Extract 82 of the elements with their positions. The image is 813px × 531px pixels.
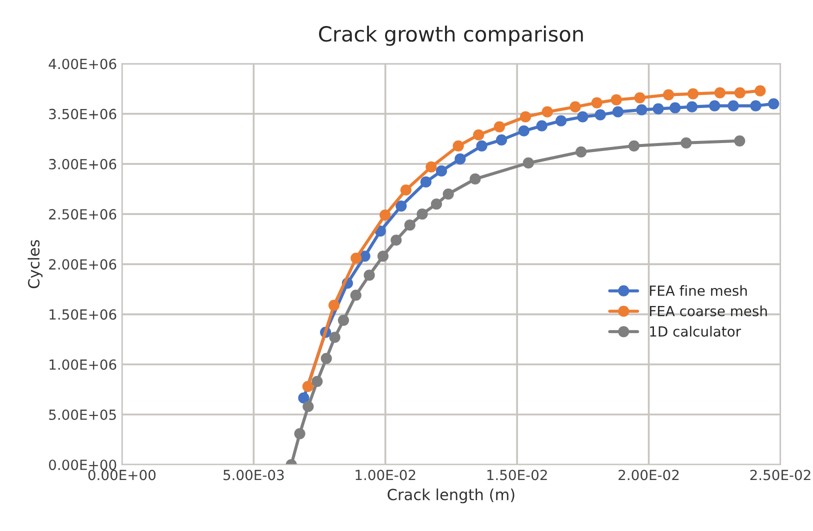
point bbox=[662, 89, 674, 100]
point bbox=[610, 94, 622, 106]
point bbox=[329, 332, 340, 343]
point bbox=[442, 188, 454, 200]
point bbox=[404, 220, 416, 231]
point bbox=[426, 161, 437, 173]
point bbox=[430, 198, 442, 210]
point bbox=[350, 290, 362, 301]
point bbox=[536, 120, 548, 132]
point bbox=[294, 428, 306, 440]
x-axis-title: Crack length (m) bbox=[388, 488, 514, 504]
point bbox=[470, 173, 481, 185]
x-tick-label: 2.50E-02 bbox=[750, 470, 810, 480]
x-tick-label: 1.50E-02 bbox=[487, 470, 547, 480]
point bbox=[390, 234, 402, 246]
point bbox=[338, 314, 350, 326]
point bbox=[328, 300, 340, 311]
legend-label: FEA fine mesh bbox=[650, 285, 747, 296]
y-tick-label: 2.00E+06 bbox=[49, 259, 116, 270]
point bbox=[436, 165, 448, 177]
legend-label: FEA coarse mesh bbox=[650, 306, 767, 316]
point bbox=[454, 153, 466, 164]
point bbox=[400, 184, 412, 196]
point bbox=[750, 100, 762, 112]
point bbox=[473, 129, 484, 140]
y-tick-label: 1.50E+06 bbox=[50, 309, 116, 320]
point bbox=[476, 140, 488, 152]
point bbox=[728, 100, 739, 112]
y-tick-label: 1.00E+06 bbox=[50, 359, 116, 370]
point bbox=[687, 88, 699, 100]
point bbox=[594, 109, 606, 120]
chart-title: Crack growth comparison bbox=[319, 26, 583, 46]
point bbox=[302, 380, 314, 392]
point bbox=[570, 101, 581, 112]
point bbox=[302, 400, 314, 412]
x-tick-label: 0.00E+00 bbox=[88, 470, 156, 480]
y-tick-label: 4.00E+06 bbox=[48, 58, 116, 70]
point bbox=[714, 87, 726, 98]
point bbox=[652, 103, 664, 114]
point bbox=[364, 270, 375, 281]
point bbox=[734, 135, 746, 146]
point bbox=[312, 376, 323, 387]
point bbox=[420, 176, 432, 188]
y-tick-label: 3.00E+06 bbox=[49, 158, 116, 170]
point bbox=[416, 208, 428, 220]
point bbox=[377, 250, 389, 262]
point bbox=[577, 111, 588, 122]
y-axis-title: Cycles bbox=[28, 240, 43, 288]
point bbox=[768, 98, 780, 110]
y-tick-label: 2.50E+06 bbox=[49, 209, 116, 220]
point bbox=[628, 140, 640, 152]
point bbox=[518, 125, 530, 136]
point bbox=[591, 97, 602, 108]
point bbox=[709, 100, 720, 112]
point bbox=[380, 210, 391, 221]
point bbox=[670, 102, 681, 114]
point bbox=[634, 92, 646, 104]
legend-label: 1D calculator bbox=[650, 326, 742, 337]
point bbox=[686, 101, 698, 112]
point bbox=[680, 137, 692, 148]
point bbox=[612, 106, 624, 118]
point bbox=[350, 252, 362, 264]
point bbox=[734, 87, 746, 98]
point bbox=[298, 392, 310, 404]
y-tick-label: 0.00E+00 bbox=[48, 460, 116, 470]
y-tick-label: 5.00E+05 bbox=[49, 409, 116, 420]
point bbox=[576, 146, 587, 158]
point bbox=[320, 352, 332, 364]
point bbox=[636, 104, 648, 116]
x-tick-label: 2.00E-02 bbox=[618, 470, 679, 480]
point bbox=[522, 157, 534, 168]
point bbox=[396, 200, 407, 212]
point bbox=[520, 111, 532, 122]
point bbox=[452, 140, 464, 152]
point bbox=[542, 106, 553, 118]
x-tick-label: 1.00E-02 bbox=[356, 470, 416, 480]
x-tick-label: 5.00E-03 bbox=[224, 470, 284, 480]
y-tick-label: 3.50E+06 bbox=[49, 108, 116, 120]
point bbox=[496, 134, 508, 146]
point bbox=[494, 121, 505, 132]
point bbox=[556, 115, 567, 126]
point bbox=[754, 85, 766, 96]
